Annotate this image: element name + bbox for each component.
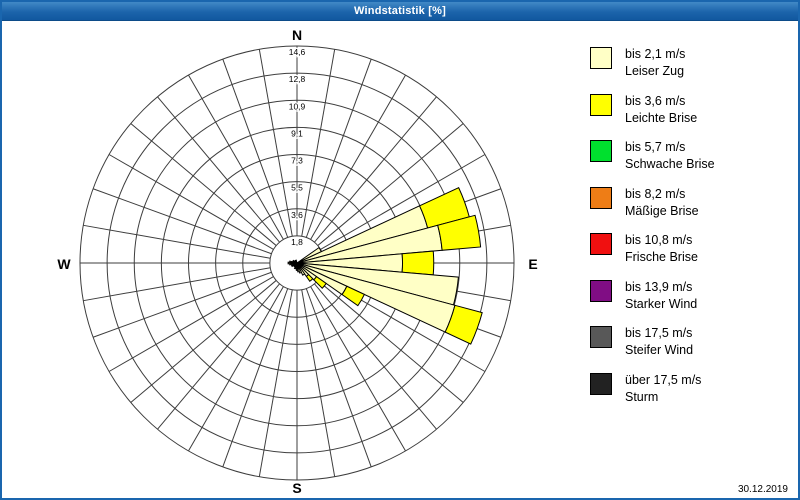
legend-speed-label: bis 3,6 m/s — [625, 93, 686, 108]
legend-name-label: Mäßige Brise — [625, 203, 699, 218]
legend-color-swatch — [590, 233, 612, 255]
legend-color-swatch — [590, 372, 612, 395]
radial-tick-label: 14,6 — [289, 47, 306, 57]
legend-text: bis 8,2 m/s Mäßige Brise — [625, 186, 699, 220]
radial-tick-label: 7,3 — [291, 156, 303, 166]
legend-item-7: über 17,5 m/s Sturm — [590, 372, 715, 419]
legend-text: bis 5,7 m/s Schwache Brise — [625, 139, 715, 173]
legend-speed-label: bis 5,7 m/s — [625, 140, 686, 154]
wind-rose-sector-140-bis 3,6 m/s — [305, 273, 314, 282]
legend-name-label: Leiser Zug — [625, 64, 685, 78]
radial-tick-label: 1,8 — [291, 237, 303, 247]
legend-color-swatch — [590, 93, 612, 116]
legend-text: bis 13,9 m/s Starker Wind — [625, 279, 697, 313]
legend-item-0: bis 2,1 m/s Leiser Zug — [590, 46, 715, 93]
legend-text: bis 2,1 m/s Leiser Zug — [625, 46, 685, 80]
date-label: 30.12.2019 — [737, 484, 788, 495]
legend-color-swatch — [590, 47, 612, 69]
wind-rose-sector-110-bis 3,6 m/s — [444, 304, 483, 345]
wind-rose-sector-80-bis 3,6 m/s — [437, 214, 482, 251]
legend-speed-label: bis 8,2 m/s — [625, 186, 686, 201]
legend-item-2: bis 5,7 m/s Schwache Brise — [590, 139, 715, 186]
legend-speed-label: bis 2,1 m/s — [625, 47, 686, 61]
legend-speed-label: bis 17,5 m/s — [625, 326, 693, 340]
radial-tick-label: 10,9 — [289, 101, 306, 111]
compass-label-south: S — [292, 480, 302, 496]
legend-text: bis 17,5 m/s Steifer Wind — [625, 325, 693, 359]
legend-speed-label: bis 10,8 m/s — [625, 233, 693, 247]
compass-label-east: E — [528, 256, 538, 272]
legend: bis 2,1 m/s Leiser Zug bis 3,6 m/s Leichte … — [590, 46, 715, 418]
wind-rose-sector-340-bis 2,1 m/s — [295, 259, 298, 264]
legend-item-6: bis 17,5 m/s Steifer Wind — [590, 325, 715, 372]
wind-rose-sector-90-bis 3,6 m/s — [401, 250, 435, 276]
legend-color-swatch — [590, 279, 612, 302]
legend-color-swatch — [590, 326, 612, 348]
radial-axis-labels: 1,8 3,6 5,5 7,3 9,1 10,9 12,8 14,6 — [287, 46, 306, 248]
legend-text: bis 3,6 m/s Leichte Brise — [625, 93, 697, 127]
radial-tick-label: 5,5 — [291, 183, 303, 193]
compass-label-west: W — [57, 256, 71, 272]
radial-tick-label: 9,1 — [291, 128, 303, 138]
legend-speed-label: über 17,5 m/s — [625, 372, 702, 387]
legend-item-4: bis 10,8 m/s Frische Brise — [590, 232, 715, 279]
radial-tick-label: 12,8 — [289, 74, 306, 84]
legend-name-label: Schwache Brise — [625, 157, 715, 171]
legend-text: über 17,5 m/s Sturm — [625, 372, 701, 406]
legend-color-swatch — [590, 140, 612, 162]
wind-rose-sector-130-bis 3,6 m/s — [313, 275, 327, 289]
legend-name-label: Frische Brise — [625, 250, 698, 264]
legend-name-label: Sturm — [625, 389, 659, 404]
wind-rose-sector-180-bis 2,1 m/s — [295, 262, 299, 271]
legend-name-label: Starker Wind — [625, 296, 698, 311]
radial-tick-label: 3,6 — [291, 210, 303, 220]
legend-name-label: Steifer Wind — [625, 343, 694, 357]
legend-speed-label: bis 13,9 m/s — [625, 279, 693, 294]
wind-rose-bars — [287, 186, 483, 345]
window-title: Windstatistik [%] — [354, 5, 446, 17]
legend-text: bis 10,8 m/s Frische Brise — [625, 232, 698, 266]
legend-name-label: Leichte Brise — [625, 110, 698, 125]
legend-item-1: bis 3,6 m/s Leichte Brise — [590, 93, 715, 140]
legend-item-5: bis 13,9 m/s Starker Wind — [590, 279, 715, 326]
wind-rose-sector-120-bis 3,6 m/s — [341, 285, 366, 307]
compass-label-north: N — [291, 27, 303, 43]
legend-color-swatch — [590, 186, 612, 209]
title-bar: Windstatistik [%] — [2, 2, 798, 21]
legend-item-3: bis 8,2 m/s Mäßige Brise — [590, 186, 715, 233]
